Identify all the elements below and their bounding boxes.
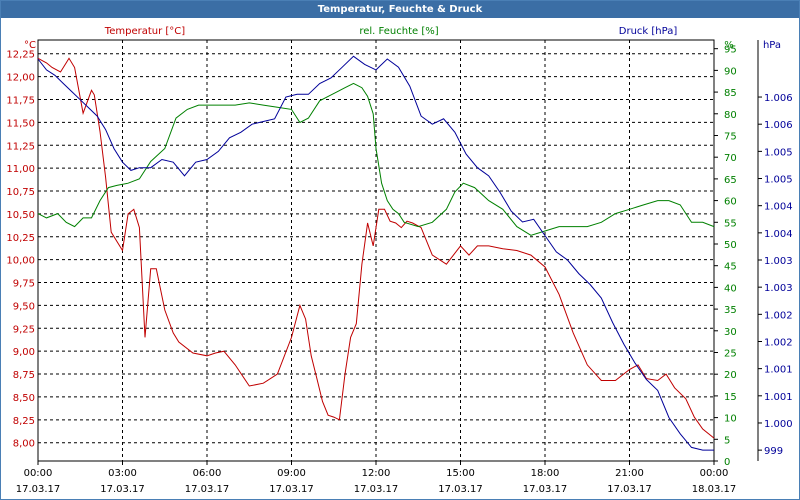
temperature-tick-label: 10,75 — [6, 187, 35, 198]
date-tick-label: 17.03.17 — [523, 484, 568, 495]
humidity-tick-label: 20 — [724, 370, 737, 381]
date-tick-label: 17.03.17 — [354, 484, 399, 495]
humidity-tick-label: 80 — [724, 110, 737, 121]
temperature-tick-label: 10,00 — [6, 256, 35, 267]
grid-lines — [38, 40, 714, 461]
humidity-tick-label: 40 — [724, 283, 737, 294]
pressure-tick-label: 1.006 — [764, 93, 793, 104]
temperature-tick-label: 8,00 — [13, 439, 35, 450]
humidity-tick-label: 50 — [724, 240, 737, 251]
humidity-tick-label: 75 — [724, 131, 737, 142]
time-tick-label: 15:00 — [446, 468, 475, 479]
time-tick-label: 12:00 — [362, 468, 391, 479]
date-tick-label: 18.03.17 — [692, 484, 737, 495]
temperature-tick-label: 11,00 — [6, 164, 35, 175]
temperature-series-line — [37, 57, 715, 439]
pressure-tick-label: 1.005 — [764, 175, 793, 186]
pressure-tick-label: 1.002 — [764, 310, 793, 321]
humidity-tick-label: 10 — [724, 414, 737, 425]
pressure-tick-label: 1.000 — [764, 419, 793, 430]
humidity-tick-label: 35 — [724, 305, 737, 316]
time-tick-label: 21:00 — [615, 468, 644, 479]
temperature-tick-label: 9,25 — [13, 324, 35, 335]
pressure-tick-label: 999 — [764, 446, 783, 457]
pressure-tick-label: 1.004 — [764, 202, 793, 213]
humidity-tick-label: 55 — [724, 218, 737, 229]
pressure-series-line — [37, 55, 714, 451]
pressure-unit: hPa — [763, 40, 781, 51]
humidity-axis: 0 5 10 15 20 25 30 35 40 45 50 55 60 65 70 75 80 85 90 95 — [714, 45, 737, 468]
humidity-tick-label: 95 — [724, 45, 737, 56]
pressure-tick-label: 1.006 — [764, 120, 793, 131]
humidity-tick-label: 70 — [724, 153, 737, 164]
time-tick-label: 00:00 — [24, 468, 53, 479]
chart-title: Temperatur, Feuchte & Druck — [317, 4, 483, 15]
pressure-tick-label: 1.002 — [764, 337, 793, 348]
date-tick-label: 17.03.17 — [438, 484, 483, 495]
humidity-tick-label: 30 — [724, 327, 737, 338]
temperature-tick-label: 9,75 — [13, 279, 35, 290]
date-tick-label: 17.03.17 — [185, 484, 230, 495]
pressure-axis-label: Druck [hPa] — [619, 26, 678, 37]
temperature-tick-label: 10,50 — [6, 210, 35, 221]
temperature-axis: 8,00 8,25 8,50 8,75 9,00 9,25 9,50 9,75 10,00 10,… — [6, 50, 35, 450]
humidity-axis-label: rel. Feuchte [%] — [359, 26, 438, 37]
temperature-unit: °C — [24, 40, 36, 51]
temperature-axis-label: Temperatur [°C] — [104, 26, 185, 37]
pressure-tick-label: 1.003 — [764, 283, 793, 294]
humidity-unit: % — [724, 40, 734, 51]
temperature-tick-label: 11,75 — [6, 95, 35, 106]
humidity-tick-label: 90 — [724, 66, 737, 77]
humidity-tick-label: 5 — [724, 435, 730, 446]
temperature-tick-label: 12,25 — [6, 50, 35, 61]
time-tick-label: 03:00 — [108, 468, 137, 479]
humidity-tick-label: 45 — [724, 262, 737, 273]
time-tick-label: 00:00 — [700, 468, 729, 479]
date-tick-label: 17.03.17 — [16, 484, 61, 495]
humidity-tick-label: 0 — [724, 457, 730, 468]
title-bar: Temperatur, Feuchte & Druck — [1, 1, 799, 18]
temperature-tick-label: 9,50 — [13, 301, 35, 312]
humidity-tick-label: 60 — [724, 197, 737, 208]
time-axis: 00:00 17.03.17 03:00 17.03.17 06:00 17.03.17 0… — [16, 461, 737, 495]
temperature-tick-label: 8,50 — [13, 393, 35, 404]
temperature-tick-label: 11,50 — [6, 118, 35, 129]
temperature-tick-label: 12,00 — [6, 73, 35, 84]
temperature-tick-label: 8,75 — [13, 370, 35, 381]
pressure-tick-label: 1.001 — [764, 365, 793, 376]
pressure-tick-label: 1.001 — [764, 392, 793, 403]
humidity-tick-label: 85 — [724, 88, 737, 99]
time-tick-label: 18:00 — [531, 468, 560, 479]
humidity-tick-label: 25 — [724, 348, 737, 359]
date-tick-label: 17.03.17 — [607, 484, 652, 495]
temperature-tick-label: 8,25 — [13, 416, 35, 427]
pressure-tick-label: 1.003 — [764, 256, 793, 267]
temperature-tick-label: 10,25 — [6, 233, 35, 244]
date-tick-label: 17.03.17 — [269, 484, 314, 495]
pressure-axis: 999 1.000 1.001 1.001 1.002 1.002 1.003 1.003 1.… — [757, 40, 793, 461]
temperature-tick-label: 11,25 — [6, 141, 35, 152]
humidity-tick-label: 65 — [724, 175, 737, 186]
series-lines — [37, 55, 715, 451]
time-tick-label: 06:00 — [193, 468, 222, 479]
date-tick-label: 17.03.17 — [100, 484, 145, 495]
humidity-series-line — [37, 82, 715, 236]
time-tick-label: 09:00 — [277, 468, 306, 479]
temperature-tick-label: 9,00 — [13, 347, 35, 358]
pressure-tick-label: 1.004 — [764, 229, 793, 240]
pressure-tick-label: 1.005 — [764, 147, 793, 158]
humidity-tick-label: 15 — [724, 392, 737, 403]
